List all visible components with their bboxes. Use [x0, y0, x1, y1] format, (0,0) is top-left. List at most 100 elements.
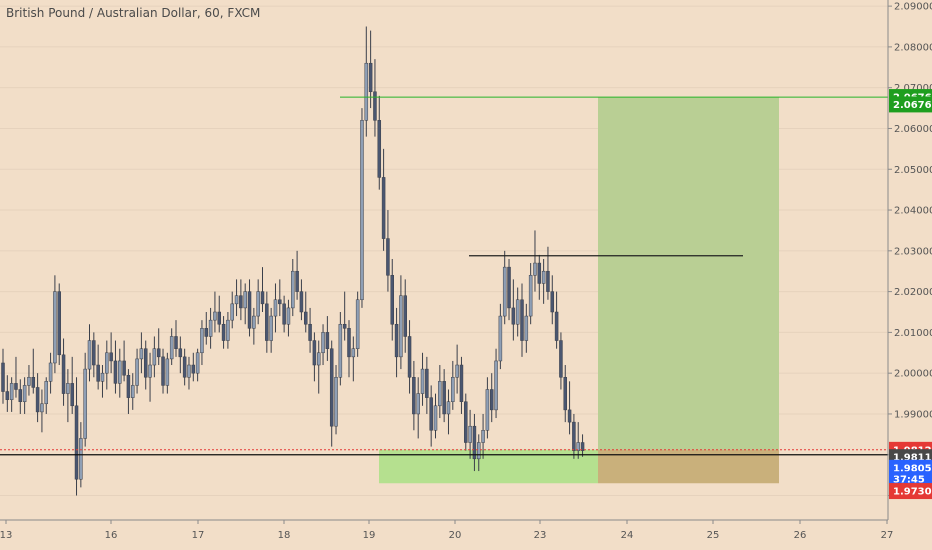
candle [329, 348, 334, 427]
candle [135, 358, 139, 386]
candle [191, 364, 196, 374]
candle [312, 340, 317, 366]
candle [57, 291, 61, 356]
candle [559, 340, 563, 378]
candle [1, 362, 5, 392]
candle [390, 275, 394, 325]
candle [381, 177, 386, 239]
candle [425, 368, 429, 398]
candle [169, 336, 174, 360]
candle [567, 409, 572, 423]
candle [507, 266, 511, 309]
candle [187, 364, 191, 378]
candle [554, 311, 559, 341]
candle [572, 421, 576, 451]
candle [541, 270, 546, 284]
y-tick-label: 2.00000 [894, 369, 932, 380]
candle [9, 383, 14, 400]
candle [394, 323, 399, 358]
target-price-label-2: 2.06767 [893, 100, 932, 111]
candle [368, 62, 373, 93]
candle [429, 397, 433, 431]
candle [156, 348, 161, 358]
x-tick-label: 23 [534, 530, 547, 541]
x-tick-label: 24 [621, 530, 634, 541]
x-tick-label: 18 [278, 530, 291, 541]
candle [195, 352, 200, 374]
candle [533, 262, 537, 276]
candle [139, 348, 144, 360]
candle [31, 377, 36, 388]
y-tick-label: 2.07000 [894, 83, 932, 94]
candle [308, 323, 312, 341]
y-tick-label: 2.09000 [894, 2, 932, 13]
candle [321, 332, 325, 354]
stop-price-label-bg [889, 483, 932, 500]
candle [360, 120, 364, 301]
y-tick-label: 2.01000 [894, 328, 932, 339]
x-tick-label: 19 [363, 530, 376, 541]
candle [459, 364, 464, 402]
candle [5, 391, 10, 400]
candle [252, 315, 256, 329]
candle [520, 299, 524, 341]
x-tick-label: 25 [707, 530, 720, 541]
candle [563, 377, 567, 411]
candle [22, 385, 27, 402]
candle [213, 311, 217, 321]
candle [239, 295, 243, 309]
candle [286, 307, 291, 325]
candle [489, 389, 494, 411]
candle [165, 358, 170, 386]
level-price-label: 1.98054 [893, 463, 932, 474]
candle [282, 303, 286, 325]
candle [200, 328, 204, 354]
y-tick-label: 2.08000 [894, 42, 932, 53]
candle [83, 368, 87, 439]
x-tick-label: 16 [105, 530, 118, 541]
candle [48, 362, 53, 382]
candle [122, 360, 126, 376]
candle [494, 360, 498, 411]
candle [105, 352, 109, 374]
candle [295, 270, 299, 292]
candle [412, 377, 416, 415]
chart-title: British Pound / Australian Dollar, 60, F… [6, 6, 261, 20]
y-tick-label: 2.06000 [894, 124, 932, 135]
y-tick-label: 2.05000 [894, 165, 932, 176]
candle [269, 315, 273, 341]
candle [351, 348, 356, 358]
candle [61, 354, 66, 394]
candle [217, 311, 221, 325]
candle [27, 377, 31, 386]
candle [113, 360, 118, 384]
candle [580, 442, 585, 451]
candle [40, 403, 44, 413]
candle [230, 303, 234, 321]
candle [74, 405, 79, 480]
candle [247, 291, 252, 329]
candle [338, 323, 343, 378]
current-price-label: 1.98116 [893, 453, 932, 464]
candle [208, 319, 213, 337]
candle [243, 291, 247, 309]
stop-price-label: 1.97301 [893, 487, 932, 498]
candle [96, 364, 100, 382]
candle [148, 364, 152, 378]
candle [87, 340, 92, 370]
candle [182, 356, 187, 378]
candle [66, 383, 70, 394]
candle [126, 374, 131, 398]
candle [109, 352, 113, 362]
target-price-label-2-bg [889, 96, 932, 113]
candle [18, 389, 23, 402]
y-tick-label: 2.03000 [894, 246, 932, 257]
candle [347, 328, 351, 358]
target-zone [598, 97, 779, 450]
timer-label: 37:45 [893, 475, 925, 486]
candle [304, 311, 308, 325]
candle [386, 238, 390, 276]
candle [316, 352, 321, 366]
